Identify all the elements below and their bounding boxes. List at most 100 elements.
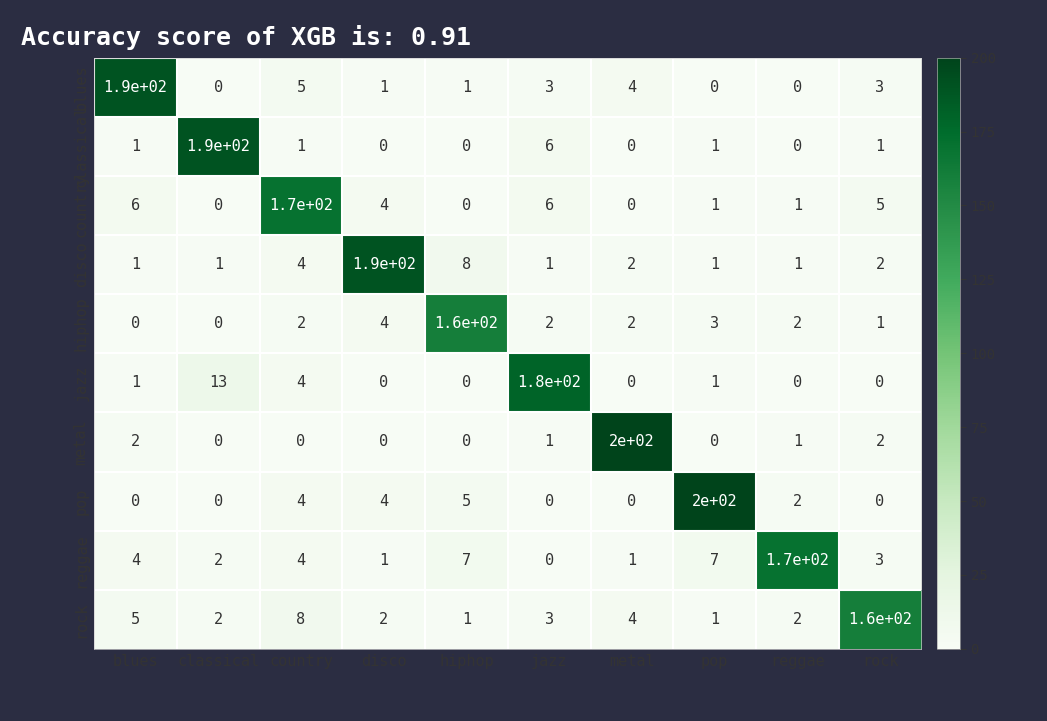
Text: 1: 1: [710, 612, 719, 627]
Text: 6: 6: [544, 198, 554, 213]
Text: 0: 0: [214, 198, 223, 213]
Text: 1: 1: [793, 257, 802, 272]
Text: 7: 7: [462, 553, 471, 567]
Text: 1: 1: [793, 435, 802, 449]
Text: 2e+02: 2e+02: [692, 494, 737, 508]
Text: 4: 4: [131, 553, 140, 567]
Text: 0: 0: [793, 139, 802, 154]
Text: 0: 0: [214, 435, 223, 449]
Text: 4: 4: [296, 257, 306, 272]
Text: 1.9e+02: 1.9e+02: [104, 80, 168, 94]
Text: 1: 1: [544, 435, 554, 449]
Text: 0: 0: [627, 494, 637, 508]
Text: 2: 2: [131, 435, 140, 449]
Text: 0: 0: [131, 317, 140, 331]
Text: 0: 0: [875, 376, 885, 390]
Text: 1: 1: [793, 198, 802, 213]
Text: 1.9e+02: 1.9e+02: [352, 257, 416, 272]
Text: 1.8e+02: 1.8e+02: [517, 376, 581, 390]
Text: 8: 8: [462, 257, 471, 272]
Text: 0: 0: [379, 139, 388, 154]
Text: 1: 1: [131, 376, 140, 390]
Text: 3: 3: [875, 553, 885, 567]
Text: 1: 1: [875, 317, 885, 331]
Text: 2: 2: [627, 317, 637, 331]
Text: 6: 6: [131, 198, 140, 213]
Text: 0: 0: [462, 376, 471, 390]
Text: 1.6e+02: 1.6e+02: [848, 612, 912, 627]
Text: 1.7e+02: 1.7e+02: [269, 198, 333, 213]
Text: 0: 0: [627, 376, 637, 390]
Text: 0: 0: [214, 317, 223, 331]
Text: 0: 0: [544, 553, 554, 567]
Text: 0: 0: [296, 435, 306, 449]
Text: 0: 0: [544, 494, 554, 508]
Text: 0: 0: [710, 435, 719, 449]
Text: 0: 0: [131, 494, 140, 508]
Text: 4: 4: [379, 494, 388, 508]
Text: 2: 2: [875, 257, 885, 272]
Text: 1.7e+02: 1.7e+02: [765, 553, 829, 567]
Text: 2: 2: [379, 612, 388, 627]
Text: 0: 0: [462, 139, 471, 154]
Text: 2: 2: [875, 435, 885, 449]
Text: 0: 0: [462, 198, 471, 213]
Text: 0: 0: [214, 494, 223, 508]
Text: 2: 2: [214, 553, 223, 567]
Text: 1: 1: [710, 257, 719, 272]
Text: 1: 1: [544, 257, 554, 272]
Text: 0: 0: [875, 494, 885, 508]
Text: 1.9e+02: 1.9e+02: [186, 139, 250, 154]
Text: 1: 1: [296, 139, 306, 154]
Text: 5: 5: [296, 80, 306, 94]
Text: 2: 2: [214, 612, 223, 627]
Text: 1: 1: [710, 376, 719, 390]
Text: 7: 7: [710, 553, 719, 567]
Text: 2: 2: [793, 494, 802, 508]
Text: 1: 1: [379, 80, 388, 94]
Text: 0: 0: [627, 139, 637, 154]
Text: 0: 0: [710, 80, 719, 94]
Text: 4: 4: [627, 80, 637, 94]
Text: 1: 1: [131, 257, 140, 272]
Text: 0: 0: [379, 376, 388, 390]
Text: 0: 0: [462, 435, 471, 449]
Text: 1: 1: [462, 80, 471, 94]
Text: 2: 2: [793, 317, 802, 331]
Text: 3: 3: [875, 80, 885, 94]
Text: 4: 4: [379, 317, 388, 331]
Text: 2: 2: [544, 317, 554, 331]
Text: 4: 4: [296, 494, 306, 508]
Text: 2: 2: [793, 612, 802, 627]
Text: 2e+02: 2e+02: [609, 435, 654, 449]
Text: 3: 3: [710, 317, 719, 331]
Text: 0: 0: [379, 435, 388, 449]
Text: 5: 5: [875, 198, 885, 213]
Text: 1: 1: [710, 198, 719, 213]
Text: 4: 4: [296, 376, 306, 390]
Text: 1.6e+02: 1.6e+02: [435, 317, 498, 331]
Text: 6: 6: [544, 139, 554, 154]
Text: Accuracy score of XGB is: 0.91: Accuracy score of XGB is: 0.91: [21, 25, 471, 50]
Text: 8: 8: [296, 612, 306, 627]
Text: 5: 5: [462, 494, 471, 508]
Text: 2: 2: [627, 257, 637, 272]
Text: 0: 0: [793, 80, 802, 94]
Text: 1: 1: [462, 612, 471, 627]
Text: 1: 1: [627, 553, 637, 567]
Text: 0: 0: [214, 80, 223, 94]
Text: 1: 1: [710, 139, 719, 154]
Text: 2: 2: [296, 317, 306, 331]
Text: 4: 4: [296, 553, 306, 567]
Text: 4: 4: [627, 612, 637, 627]
Text: 1: 1: [214, 257, 223, 272]
Text: 1: 1: [875, 139, 885, 154]
Text: 5: 5: [131, 612, 140, 627]
Text: 1: 1: [131, 139, 140, 154]
Text: 4: 4: [379, 198, 388, 213]
Text: 3: 3: [544, 612, 554, 627]
Text: 13: 13: [209, 376, 227, 390]
Text: 1: 1: [379, 553, 388, 567]
Text: 0: 0: [627, 198, 637, 213]
Text: 0: 0: [793, 376, 802, 390]
